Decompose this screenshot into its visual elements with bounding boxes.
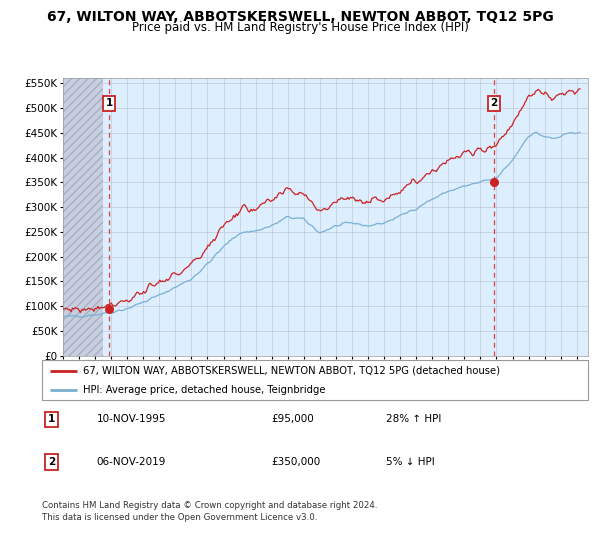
Text: 1: 1	[106, 98, 113, 108]
Text: 67, WILTON WAY, ABBOTSKERSWELL, NEWTON ABBOT, TQ12 5PG (detached house): 67, WILTON WAY, ABBOTSKERSWELL, NEWTON A…	[83, 366, 500, 376]
Text: £350,000: £350,000	[271, 456, 320, 466]
Text: Price paid vs. HM Land Registry's House Price Index (HPI): Price paid vs. HM Land Registry's House …	[131, 21, 469, 34]
Text: £95,000: £95,000	[271, 414, 314, 424]
Text: HPI: Average price, detached house, Teignbridge: HPI: Average price, detached house, Teig…	[83, 385, 325, 395]
Text: 06-NOV-2019: 06-NOV-2019	[97, 456, 166, 466]
Text: 1: 1	[48, 414, 55, 424]
Text: 67, WILTON WAY, ABBOTSKERSWELL, NEWTON ABBOT, TQ12 5PG: 67, WILTON WAY, ABBOTSKERSWELL, NEWTON A…	[47, 10, 553, 24]
Text: 2: 2	[48, 456, 55, 466]
Text: 2: 2	[490, 98, 498, 108]
FancyBboxPatch shape	[42, 360, 588, 400]
Text: 10-NOV-1995: 10-NOV-1995	[97, 414, 166, 424]
Text: Contains HM Land Registry data © Crown copyright and database right 2024.
This d: Contains HM Land Registry data © Crown c…	[42, 501, 377, 522]
Text: 28% ↑ HPI: 28% ↑ HPI	[386, 414, 442, 424]
Text: 5% ↓ HPI: 5% ↓ HPI	[386, 456, 435, 466]
Bar	[63, 78, 103, 356]
